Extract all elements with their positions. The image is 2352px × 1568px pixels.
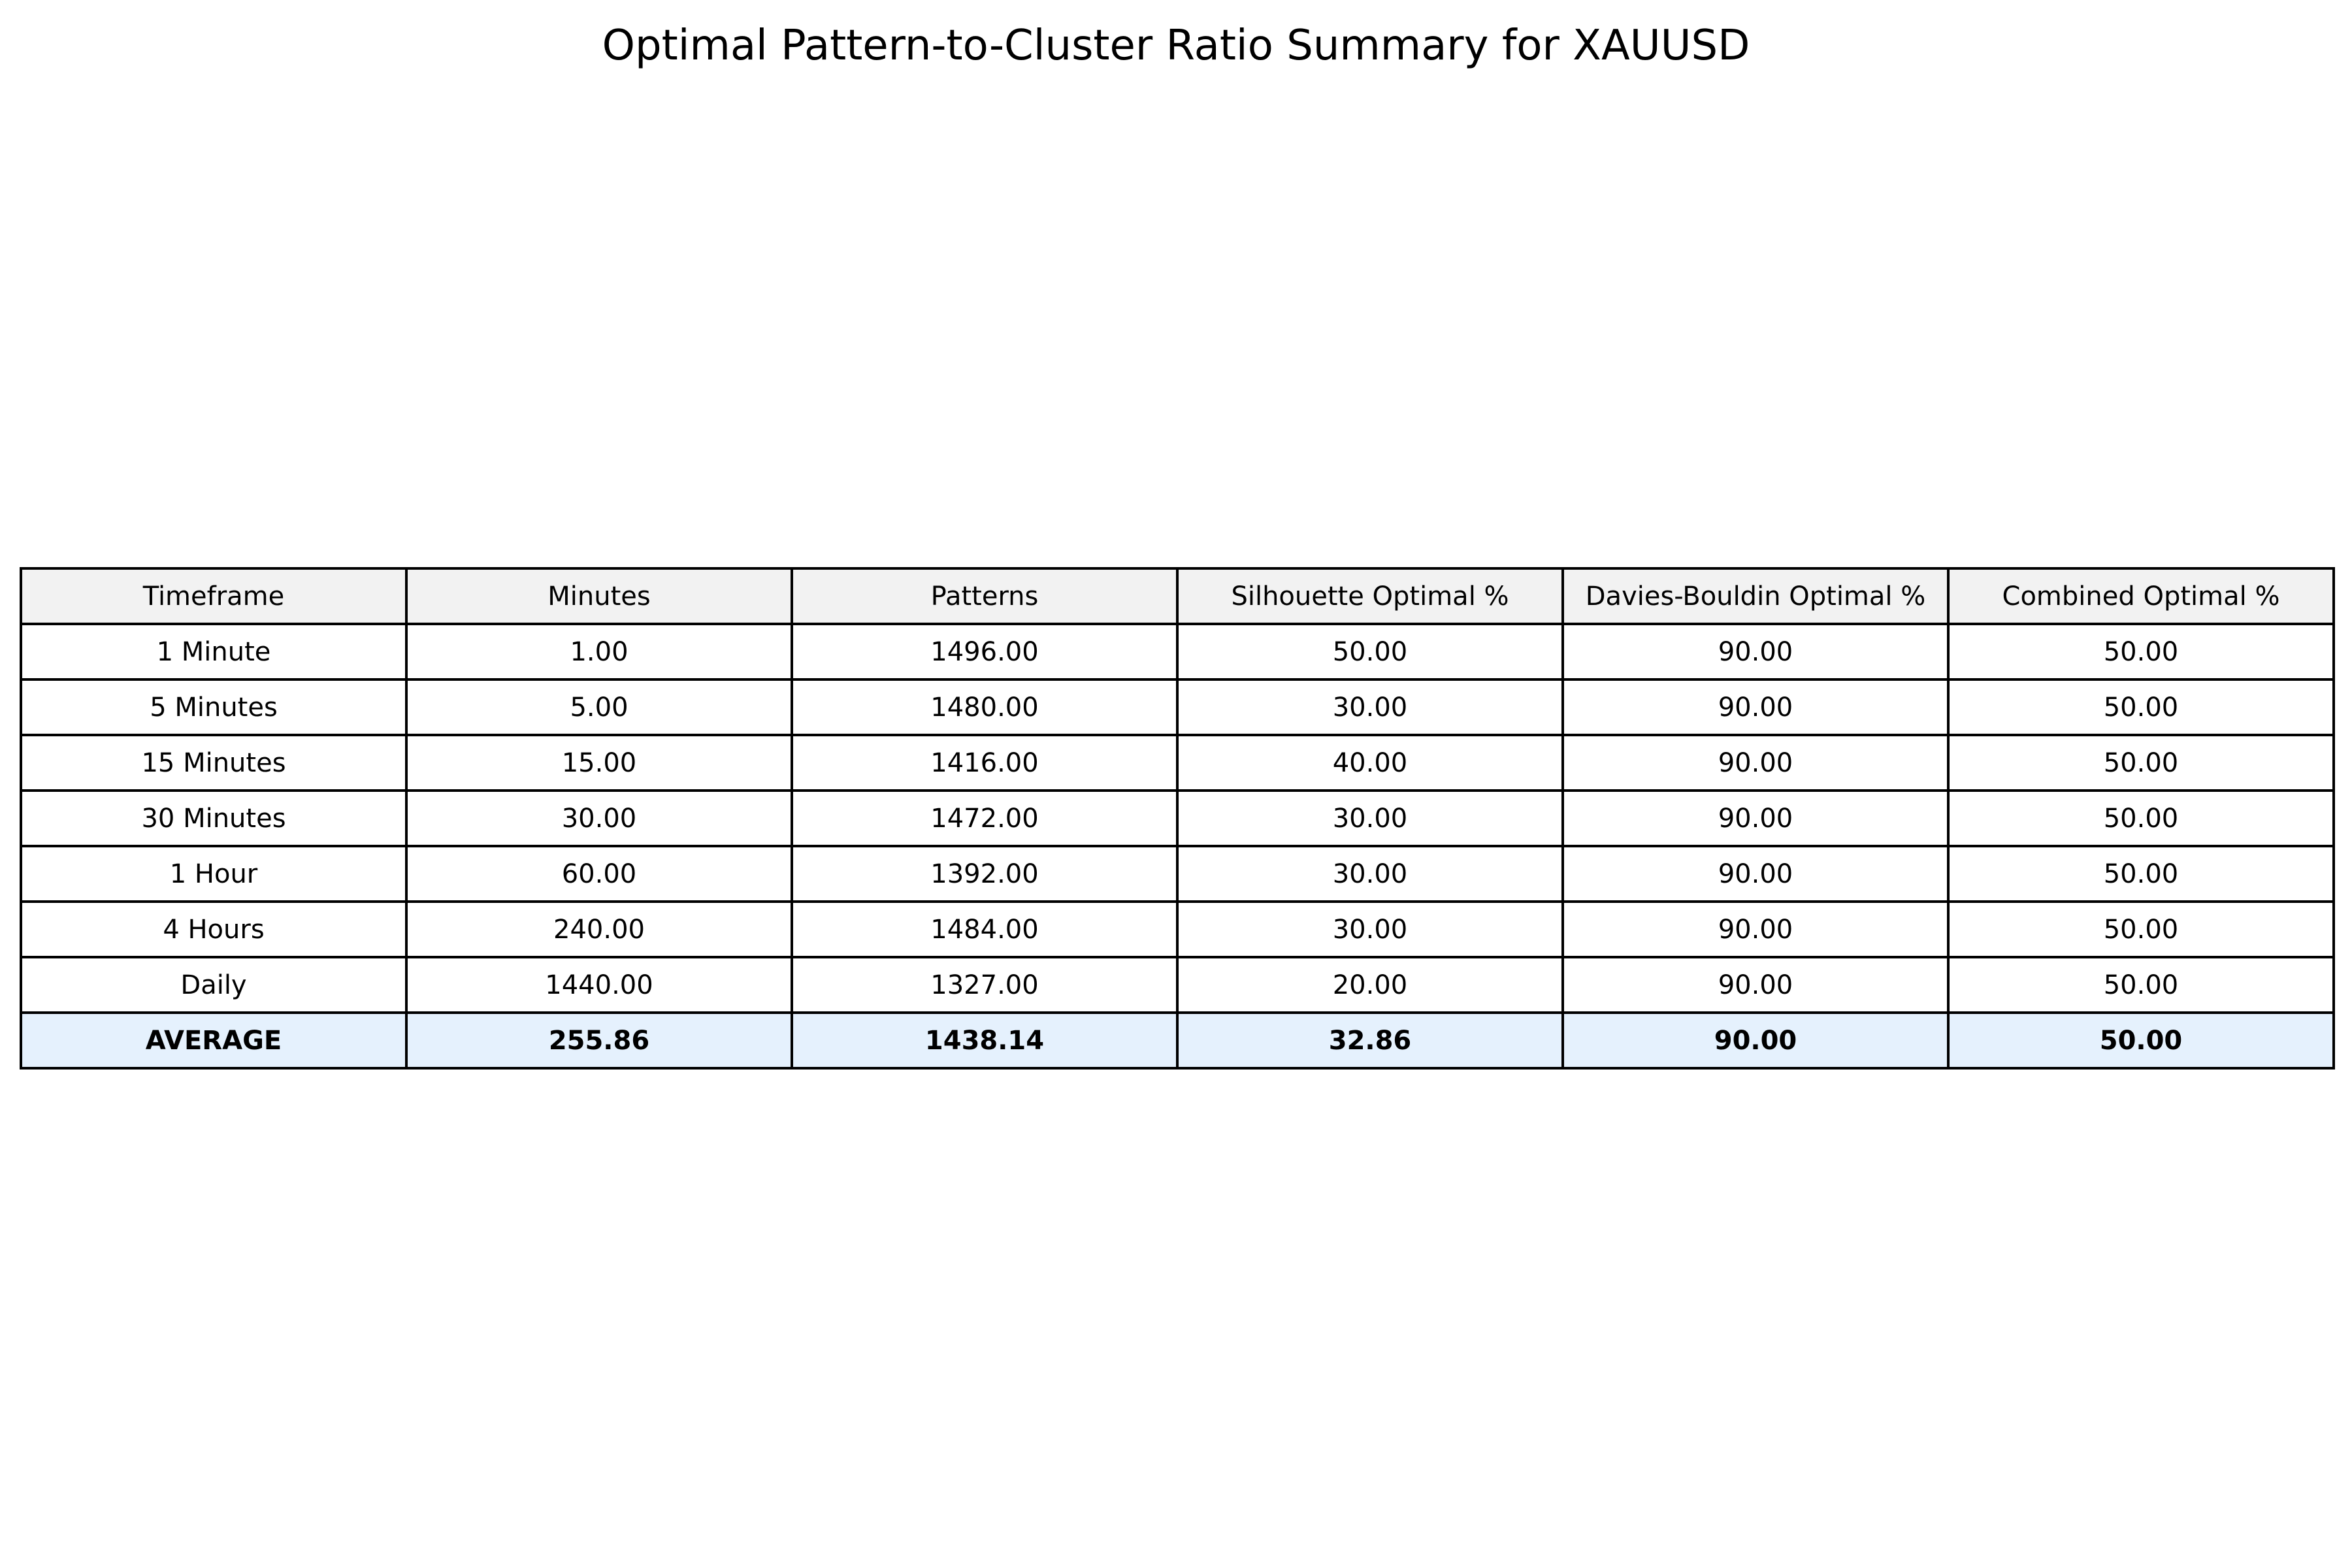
summary-table: Timeframe Minutes Patterns Silhouette Optim… (20, 567, 2335, 1070)
table-row-cell-silhouette: 20.00 (1176, 956, 1564, 1014)
table-row-cell-davies-bouldin: 90.00 (1561, 789, 1950, 847)
table-row-cell-silhouette: 30.00 (1176, 678, 1564, 736)
table-row: 1 Minute 1.00 1496.00 50.00 90.00 50.00 (20, 623, 2335, 681)
table-row-cell-silhouette: 30.00 (1176, 900, 1564, 958)
table-row-cell-minutes: 15.00 (405, 734, 793, 792)
table-row-cell-timeframe: 5 Minutes (20, 678, 408, 736)
table-header-cell-timeframe: Timeframe (20, 567, 408, 625)
average-row-cell-timeframe: AVERAGE (20, 1011, 408, 1070)
average-row-cell-patterns: 1438.14 (791, 1011, 1179, 1070)
average-row-cell-davies-bouldin: 90.00 (1561, 1011, 1950, 1070)
table-row-cell-patterns: 1392.00 (791, 845, 1179, 903)
table-row: 30 Minutes 30.00 1472.00 30.00 90.00 50.00 (20, 789, 2335, 847)
table-row-cell-patterns: 1327.00 (791, 956, 1179, 1014)
table-row-cell-combined: 50.00 (1947, 900, 2335, 958)
average-row-cell-minutes: 255.86 (405, 1011, 793, 1070)
table-row-cell-combined: 50.00 (1947, 623, 2335, 681)
table-row-cell-patterns: 1484.00 (791, 900, 1179, 958)
table-row-cell-combined: 50.00 (1947, 789, 2335, 847)
table-row-cell-minutes: 240.00 (405, 900, 793, 958)
table-row-cell-davies-bouldin: 90.00 (1561, 956, 1950, 1014)
table-row-cell-timeframe: 1 Minute (20, 623, 408, 681)
table-row-cell-minutes: 5.00 (405, 678, 793, 736)
table-row-cell-timeframe: Daily (20, 956, 408, 1014)
table-header-cell-minutes: Minutes (405, 567, 793, 625)
table-row: 4 Hours 240.00 1484.00 30.00 90.00 50.00 (20, 900, 2335, 958)
table-row-cell-minutes: 60.00 (405, 845, 793, 903)
summary-table-container: Timeframe Minutes Patterns Silhouette Optim… (20, 567, 2335, 1070)
chart-title: Optimal Pattern-to-Cluster Ratio Summary… (602, 22, 1750, 70)
table-row-cell-minutes: 1440.00 (405, 956, 793, 1014)
table-header: Timeframe Minutes Patterns Silhouette Optim… (20, 567, 2335, 625)
table-row-cell-silhouette: 30.00 (1176, 789, 1564, 847)
table-row: 5 Minutes 5.00 1480.00 30.00 90.00 50.00 (20, 678, 2335, 736)
average-row: AVERAGE 255.86 1438.14 32.86 90.00 50.00 (20, 1011, 2335, 1070)
table-row-cell-davies-bouldin: 90.00 (1561, 734, 1950, 792)
table-row-cell-timeframe: 1 Hour (20, 845, 408, 903)
table-row-cell-minutes: 30.00 (405, 789, 793, 847)
table-row: Daily 1440.00 1327.00 20.00 90.00 50.00 (20, 956, 2335, 1014)
table-row-cell-patterns: 1480.00 (791, 678, 1179, 736)
table-header-cell-davies-bouldin: Davies-Bouldin Optimal % (1561, 567, 1950, 625)
table-row-cell-timeframe: 4 Hours (20, 900, 408, 958)
table-row-cell-silhouette: 50.00 (1176, 623, 1564, 681)
table-row-cell-combined: 50.00 (1947, 956, 2335, 1014)
table-row-cell-patterns: 1416.00 (791, 734, 1179, 792)
table-row: 1 Hour 60.00 1392.00 30.00 90.00 50.00 (20, 845, 2335, 903)
table-row-cell-silhouette: 40.00 (1176, 734, 1564, 792)
average-row-cell-combined: 50.00 (1947, 1011, 2335, 1070)
table-header-cell-combined: Combined Optimal % (1947, 567, 2335, 625)
table-row-cell-combined: 50.00 (1947, 678, 2335, 736)
table-row-cell-davies-bouldin: 90.00 (1561, 900, 1950, 958)
table-row: 15 Minutes 15.00 1416.00 40.00 90.00 50.00 (20, 734, 2335, 792)
table-row-cell-minutes: 1.00 (405, 623, 793, 681)
table-row-cell-patterns: 1472.00 (791, 789, 1179, 847)
table-header-cell-silhouette: Silhouette Optimal % (1176, 567, 1564, 625)
table-row-cell-silhouette: 30.00 (1176, 845, 1564, 903)
average-row-cell-silhouette: 32.86 (1176, 1011, 1564, 1070)
table-row-cell-timeframe: 15 Minutes (20, 734, 408, 792)
table-row-cell-davies-bouldin: 90.00 (1561, 845, 1950, 903)
table-row-cell-davies-bouldin: 90.00 (1561, 623, 1950, 681)
table-body: Timeframe Minutes Patterns Silhouette Optim… (20, 567, 2335, 1070)
table-row-cell-patterns: 1496.00 (791, 623, 1179, 681)
table-row-cell-combined: 50.00 (1947, 734, 2335, 792)
table-row-cell-combined: 50.00 (1947, 845, 2335, 903)
table-row-cell-timeframe: 30 Minutes (20, 789, 408, 847)
table-row-cell-davies-bouldin: 90.00 (1561, 678, 1950, 736)
table-header-cell-patterns: Patterns (791, 567, 1179, 625)
